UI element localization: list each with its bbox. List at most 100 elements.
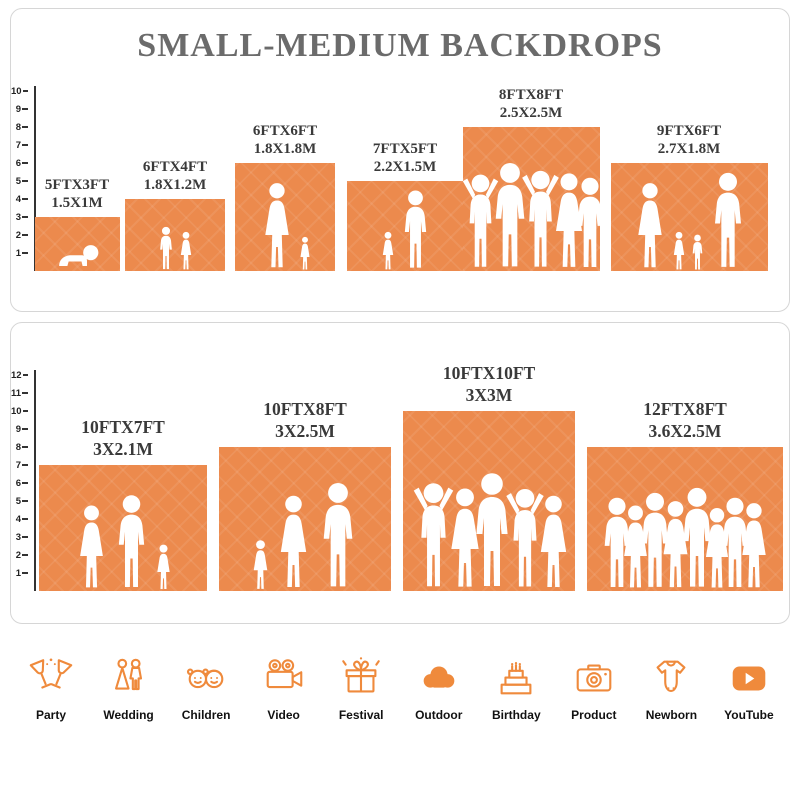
person-silhouette [74,503,109,591]
people-silhouette [39,493,207,591]
category-product: Product [559,655,629,722]
ruler-tick: 3 [11,532,28,543]
category-label: Outdoor [415,708,463,722]
category-label: Children [181,708,231,722]
person-silhouette [298,236,312,271]
ruler-tick: 7 [11,460,28,471]
backdrop-bar [125,199,225,271]
ruler-tick: 6 [11,158,28,169]
ruler-tick: 10 [11,406,28,417]
person-silhouette [632,181,668,271]
ruler-tick: 4 [11,514,28,525]
backdrop-bar [463,127,600,271]
category-children: Children [171,655,241,722]
category-youtube: YouTube [714,655,784,722]
bottom-panel: 1 2 3 4 5 6 7 8 9 10 11 12 10FTX7FT 3X2.1… [10,322,790,624]
backdrop-bar [347,181,464,271]
backdrop-bar [403,411,575,591]
person-silhouette [259,181,295,271]
ruler-tick: 3 [11,212,28,223]
youtube-play-icon [732,666,766,691]
person-silhouette [690,234,705,271]
top-panel: SMALL-MEDIUM BACKDROPS 1 2 3 4 5 6 7 8 9… [10,8,790,312]
backdrop-size-label: 6FTX4FT 1.8X1.2M [142,158,208,194]
people-silhouette [219,481,391,591]
category-festival: Festival [326,655,396,722]
people-silhouette [611,171,768,271]
party-glasses-icon [29,658,73,689]
people-silhouette [125,226,225,271]
category-label: Video [267,708,300,722]
ruler-tick: 1 [11,568,28,579]
ruler-tick: 6 [11,478,28,489]
person-silhouette [671,231,687,271]
category-label: Birthday [491,708,541,722]
category-label: Festival [338,708,384,722]
backdrop-size-label: 10FTX7FT 3X2.1M [81,417,165,460]
birthday-cake-icon [500,661,532,695]
ruler-tick: 9 [11,424,28,435]
backdrop-size-label: 7FTX5FT 2.2X1.5M [372,140,438,176]
backdrop-bar [235,163,335,271]
backdrop-bar [587,447,783,591]
ruler-tick: 12 [11,370,28,381]
person-silhouette [380,231,396,271]
person-silhouette [112,493,151,591]
people-silhouette [35,243,120,271]
ruler-tick: 10 [11,86,28,97]
backdrop-size-label: 12FTX8FT 3.6X2.5M [643,399,727,442]
backdrop-size-label: 6FTX6FT 1.8X1.8M [252,122,318,158]
person-silhouette [154,543,173,591]
category-newborn: Newborn [636,655,706,722]
category-wedding: Wedding [94,655,164,722]
cloud-icon [423,666,455,688]
ruler-tick: 4 [11,194,28,205]
backdrop-bar [39,465,207,591]
people-silhouette [463,161,600,271]
people-silhouette [587,486,783,591]
children-faces-icon [187,668,224,689]
person-silhouette [571,176,601,271]
ruler-tick: 7 [11,140,28,151]
category-label: YouTube [724,708,774,722]
backdrop-size-label: 8FTX8FT 2.5X2.5M [498,86,564,122]
category-label: Party [35,708,67,722]
backdrop-bar [611,163,768,271]
category-label: Wedding [103,708,154,722]
people-silhouette [235,181,335,271]
people-silhouette [347,189,464,271]
person-silhouette [157,226,175,271]
person-silhouette [399,189,432,271]
ruler-tick: 8 [11,122,28,133]
page-title: SMALL-MEDIUM BACKDROPS [137,27,663,64]
ruler-tick: 1 [11,248,28,259]
backdrop-size-label: 10FTX8FT 3X2.5M [263,399,347,442]
category-party: Party [16,655,86,722]
person-silhouette [178,231,194,271]
backdrop-bar [35,217,120,271]
ruler-tick: 2 [11,230,28,241]
ruler-tick: 9 [11,104,28,115]
person-silhouette [250,539,271,591]
photo-camera-icon [576,664,612,692]
category-birthday: Birthday [481,655,551,722]
wedding-couple-icon [114,658,142,691]
video-camera-icon [266,659,302,689]
category-label: Newborn [645,708,698,722]
category-outdoor: Outdoor [404,655,474,722]
person-silhouette [708,171,748,271]
backdrop-bar [219,447,391,591]
person-silhouette [316,481,360,591]
backdrop-size-label: 5FTX3FT 1.5X1M [44,176,110,212]
ruler-line [34,86,36,271]
category-label: Product [571,708,617,722]
category-row: Party Wedding Chi [0,655,800,722]
baby-onesie-icon [656,660,686,692]
ruler-tick: 5 [11,176,28,187]
person-silhouette [274,493,313,591]
ruler-line [34,370,36,591]
gift-box-icon [342,657,380,693]
person-silhouette [534,493,573,591]
ruler-tick: 5 [11,496,28,507]
ruler-tick: 2 [11,550,28,561]
